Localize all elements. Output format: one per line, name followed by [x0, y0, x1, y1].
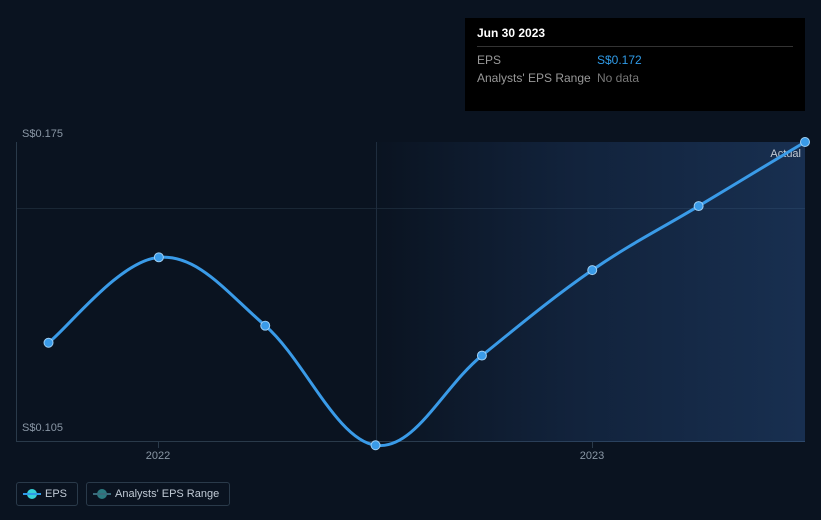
data-point-marker[interactable] — [588, 266, 597, 275]
tooltip-row: EPS S$0.172 — [477, 51, 793, 69]
chart-plot: Actual — [16, 142, 805, 442]
legend-label: EPS — [45, 488, 67, 500]
legend-item-range[interactable]: Analysts' EPS Range — [86, 482, 230, 506]
x-tick-mark — [158, 442, 159, 448]
chart-line-svg — [17, 142, 805, 441]
x-axis: 2022 2023 — [16, 446, 805, 466]
chart-legend: EPS Analysts' EPS Range — [16, 482, 230, 506]
x-axis-label: 2022 — [146, 450, 170, 462]
tooltip-value: S$0.172 — [597, 53, 642, 67]
y-axis-label-bottom: S$0.105 — [22, 422, 63, 434]
eps-line — [49, 142, 805, 446]
chart-plot-area[interactable]: Actual S$0.105 — [16, 142, 805, 442]
x-tick-mark — [592, 442, 593, 448]
data-point-marker[interactable] — [154, 253, 163, 262]
tooltip-label: EPS — [477, 53, 597, 67]
tooltip-label: Analysts' EPS Range — [477, 71, 597, 85]
data-point-marker[interactable] — [801, 138, 810, 147]
tooltip-value: No data — [597, 71, 639, 85]
data-point-marker[interactable] — [261, 321, 270, 330]
legend-swatch-icon — [97, 489, 107, 499]
data-point-marker[interactable] — [477, 351, 486, 360]
data-point-marker[interactable] — [44, 338, 53, 347]
tooltip-date: Jun 30 2023 — [477, 26, 793, 47]
legend-swatch-icon — [27, 489, 37, 499]
data-point-marker[interactable] — [694, 202, 703, 211]
legend-label: Analysts' EPS Range — [115, 488, 219, 500]
chart-tooltip: Jun 30 2023 EPS S$0.172 Analysts' EPS Ra… — [465, 18, 805, 111]
y-axis-label-top: S$0.175 — [22, 128, 63, 140]
tooltip-row: Analysts' EPS Range No data — [477, 69, 793, 87]
legend-item-eps[interactable]: EPS — [16, 482, 78, 506]
x-axis-label: 2023 — [580, 450, 604, 462]
